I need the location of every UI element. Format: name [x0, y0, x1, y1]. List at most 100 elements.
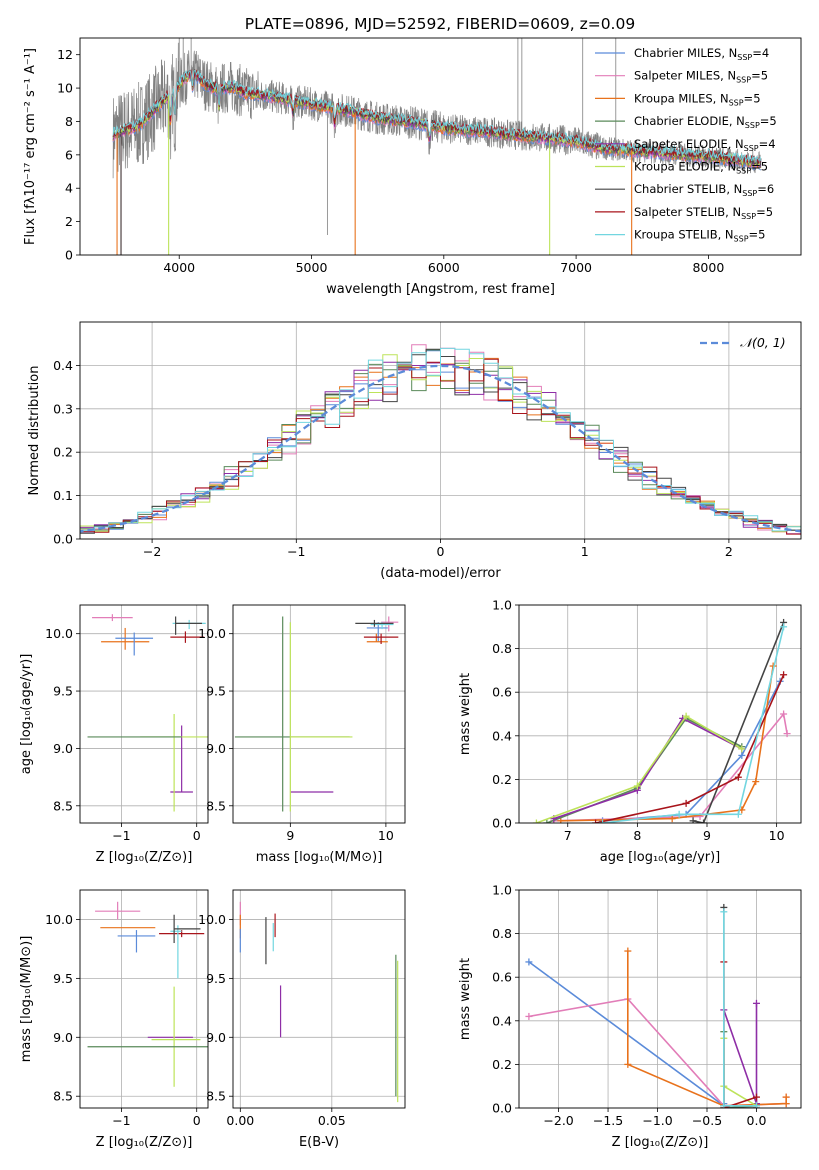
spectrum-axes: 4000 5000 6000 7000 8000 0 2 4 6 8 10 12 wavelength … — [23, 37, 802, 297]
weight-series-line — [692, 622, 785, 823]
legend-entry: Salpeter ELODIE, NSSP=4 — [634, 137, 776, 153]
y-tick-label: 12 — [57, 47, 73, 62]
y-tick-label: 0.4 — [53, 358, 73, 373]
legend-equals: = — [752, 46, 762, 60]
y-tick-label: 0.2 — [492, 1057, 512, 1072]
legend-prefix: , N — [713, 91, 729, 105]
legend-entry: Chabrier STELIB, NSSP=6 — [634, 182, 774, 198]
axes-frame — [79, 37, 802, 256]
normal-reference-curve — [80, 364, 801, 533]
x-tick-label: 1 — [581, 544, 589, 559]
x-axis-label: wavelength [Angstrom, rest frame] — [326, 282, 555, 297]
y-tick-label: 8.5 — [206, 798, 226, 813]
y-tick-label: 0.8 — [492, 926, 512, 941]
y-tick-label: 8 — [65, 114, 73, 129]
legend-equals: = — [757, 182, 767, 196]
weight-series-line — [723, 961, 757, 1108]
legend-subscript: SSP — [737, 53, 752, 62]
age-weight-axes: 7 8 9 10 0.0 0.2 0.4 0.6 0.8 1.0 age [log₁₀(age/yr… — [458, 598, 802, 865]
y-tick-label: 9.0 — [206, 741, 226, 756]
y-tick-label: 10 — [57, 81, 73, 96]
figure-title: PLATE=0896, MJD=52592, FIBERID=0609, z=0… — [245, 15, 635, 33]
legend-series-name: Kroupa ELODIE — [634, 160, 720, 174]
y-axis-label: Flux [fλ10⁻¹⁷ erg cm⁻² s⁻¹ A⁻¹] — [23, 48, 38, 245]
legend-prefix: , N — [720, 160, 736, 174]
legend-entry: Salpeter STELIB, NSSP=5 — [634, 205, 773, 221]
axes-frame — [79, 604, 209, 824]
x-tick-label: 8 — [633, 828, 641, 843]
legend-prefix: , N — [725, 205, 741, 219]
x-tick-label: 0.05 — [318, 1113, 346, 1128]
x-tick-label: 9 — [286, 828, 294, 843]
y-tick-label: 4 — [65, 181, 73, 196]
weight-series-line — [723, 911, 757, 1107]
x-axis-label: (data-model)/error — [380, 566, 501, 581]
x-tick-label: −1 — [112, 1113, 130, 1128]
legend-entry: Kroupa ELODIE, NSSP=5 — [634, 160, 768, 176]
model-spectrum-line — [112, 69, 762, 163]
y-tick-label: 0.8 — [492, 641, 512, 656]
y-tick-label: 0.1 — [53, 488, 73, 503]
y-tick-label: 8.5 — [53, 798, 73, 813]
x-tick-label: −1.5 — [593, 1113, 623, 1128]
legend-nssp: 5 — [766, 205, 773, 219]
legend-nssp: 5 — [769, 114, 776, 128]
y-tick-label: 0.0 — [53, 532, 73, 547]
legend-entry: Salpeter MILES, NSSP=5 — [634, 69, 768, 85]
legend-nssp: 5 — [761, 69, 768, 83]
legend-subscript: SSP — [734, 235, 749, 244]
legend-series-name: Salpeter ELODIE — [634, 137, 728, 151]
y-tick-label: 1.0 — [492, 883, 512, 898]
legend-nssp: 6 — [767, 182, 774, 196]
y-axis-label: mass [log₁₀(M/M⊙)] — [19, 936, 34, 1063]
x-tick-label: 7000 — [560, 260, 592, 275]
x-tick-label: 5000 — [296, 260, 328, 275]
axes-frame — [232, 889, 406, 1109]
legend-series-name: Kroupa STELIB — [634, 228, 718, 242]
z-weight-plot — [525, 903, 790, 1108]
y-tick-label: 0.0 — [492, 816, 512, 831]
z-age-plot — [87, 614, 208, 812]
y-tick-label: 0.2 — [53, 445, 73, 460]
y-tick-label: 10.0 — [198, 912, 226, 927]
y-tick-label: 1.0 — [492, 598, 512, 613]
legend-subscript: SSP — [736, 167, 751, 176]
y-tick-label: 9.5 — [206, 971, 226, 986]
weight-series-line — [553, 712, 788, 822]
x-tick-label: 10 — [769, 828, 785, 843]
residuals-legend: 𝒩(0, 1) — [700, 335, 786, 350]
axes-frame — [518, 889, 802, 1109]
y-tick-label: 9.0 — [206, 1030, 226, 1045]
legend-entry: Chabrier ELODIE, NSSP=5 — [634, 114, 777, 130]
z-mass-grid — [80, 890, 208, 1108]
x-axis-label: Z [log₁₀(Z/Z⊙)] — [612, 1135, 709, 1150]
legend-subscript: SSP — [741, 212, 756, 221]
age-weight-grid — [519, 604, 801, 824]
legend-entry: 𝒩(0, 1) — [740, 335, 786, 350]
y-tick-label: 8.5 — [206, 1089, 226, 1104]
x-tick-label: 6000 — [428, 260, 460, 275]
legend-prefix: , N — [726, 182, 742, 196]
x-axis-label: mass [log₁₀(M/M⊙)] — [256, 850, 383, 865]
legend-subscript: SSP — [736, 76, 751, 85]
legend-prefix: , N — [718, 228, 734, 242]
z-weight-axes: −2.0 −1.5 −1.0 −0.5 0.0 0.0 0.2 0.4 0.6 0.8 1.0 Z [… — [458, 883, 802, 1150]
weight-series-line — [536, 715, 743, 823]
residuals-axes: −2 −1 0 1 2 0.0 0.1 0.2 0.3 0.4 (data-model)/error… — [27, 321, 802, 581]
legend-series-name: Salpeter MILES — [634, 69, 720, 83]
y-tick-label: 9.5 — [206, 684, 226, 699]
y-tick-label: 0.4 — [492, 728, 512, 743]
ebv-mass-axes: 0.00 0.05 8.5 9.0 9.5 10.0 E(B-V) — [198, 889, 406, 1150]
y-tick-label: 10.0 — [45, 912, 73, 927]
x-tick-label: 10 — [378, 828, 394, 843]
legend-entry: Kroupa STELIB, NSSP=5 — [634, 228, 766, 244]
y-tick-label: 0.0 — [492, 1101, 512, 1116]
legend-equals: = — [759, 137, 769, 151]
legend-nssp: 4 — [768, 137, 775, 151]
legend-entry: Kroupa MILES, NSSP=5 — [634, 91, 761, 107]
axes-frame — [518, 604, 802, 824]
weight-series-line — [723, 1038, 757, 1107]
y-tick-label: 0.6 — [492, 685, 512, 700]
y-axis-label: age [log₁₀(age/yr)] — [19, 654, 34, 775]
